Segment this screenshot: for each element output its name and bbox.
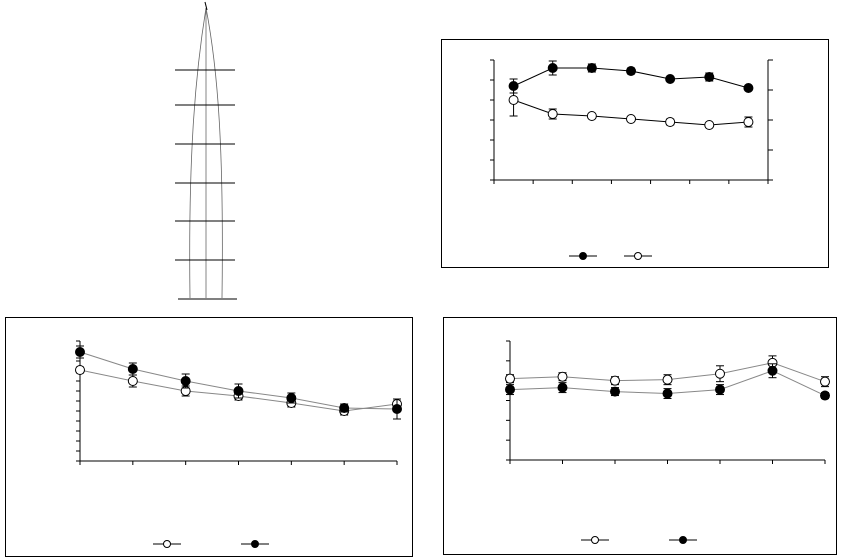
schematic-curve-right [205, 7, 223, 299]
chart-bottom-left [75, 340, 402, 548]
schematic-top-hook [204, 1, 208, 11]
data-point-filled [547, 63, 558, 73]
data-point-filled [715, 384, 725, 395]
data-point-filled [767, 365, 778, 376]
data-point-open [610, 375, 620, 386]
data-point-open [547, 109, 558, 119]
data-point-open [662, 374, 673, 385]
panel-bottom-right-frame [443, 317, 837, 555]
data-point-open [508, 95, 519, 105]
legend-marker-filled [579, 252, 587, 260]
data-point-filled [557, 382, 568, 393]
data-point-filled [127, 364, 138, 374]
data-point-filled [392, 404, 402, 414]
data-point-open [820, 376, 830, 387]
data-point-filled [704, 72, 715, 82]
data-point-open [505, 373, 515, 384]
data-point-open [626, 114, 636, 124]
data-point-filled [820, 390, 830, 401]
data-point-open [743, 117, 754, 127]
chart-bottom-right [505, 340, 830, 544]
schematic-diagram [189, 1, 223, 299]
legend-marker-open [163, 540, 171, 548]
legend-marker-filled [679, 536, 687, 544]
data-point-filled [626, 66, 636, 76]
data-point-filled [505, 384, 515, 395]
legend-marker-filled [251, 540, 259, 548]
panel-bottom-left-frame [5, 317, 413, 557]
data-point-filled [610, 386, 620, 397]
data-point-filled [586, 63, 597, 73]
data-point-filled [75, 347, 85, 357]
data-point-filled [665, 74, 676, 84]
data-point-open [715, 368, 725, 379]
data-point-filled [233, 386, 244, 396]
legend-marker-open [591, 536, 599, 544]
chart-top-right [490, 59, 773, 260]
panel-top-right-frame [441, 39, 829, 268]
data-point-open [127, 376, 138, 386]
data-point-open [75, 365, 85, 375]
data-point-filled [339, 403, 350, 413]
data-point-filled [180, 376, 191, 386]
data-point-open [557, 371, 568, 382]
data-point-filled [662, 388, 673, 399]
data-point-open [665, 117, 676, 127]
data-point-filled [743, 83, 754, 93]
data-point-open [704, 120, 715, 130]
schematic-rungs [175, 69, 237, 300]
data-point-open [586, 111, 597, 121]
schematic-curve-left [189, 7, 207, 299]
legend-marker-open [634, 252, 642, 260]
data-point-filled [286, 393, 297, 403]
